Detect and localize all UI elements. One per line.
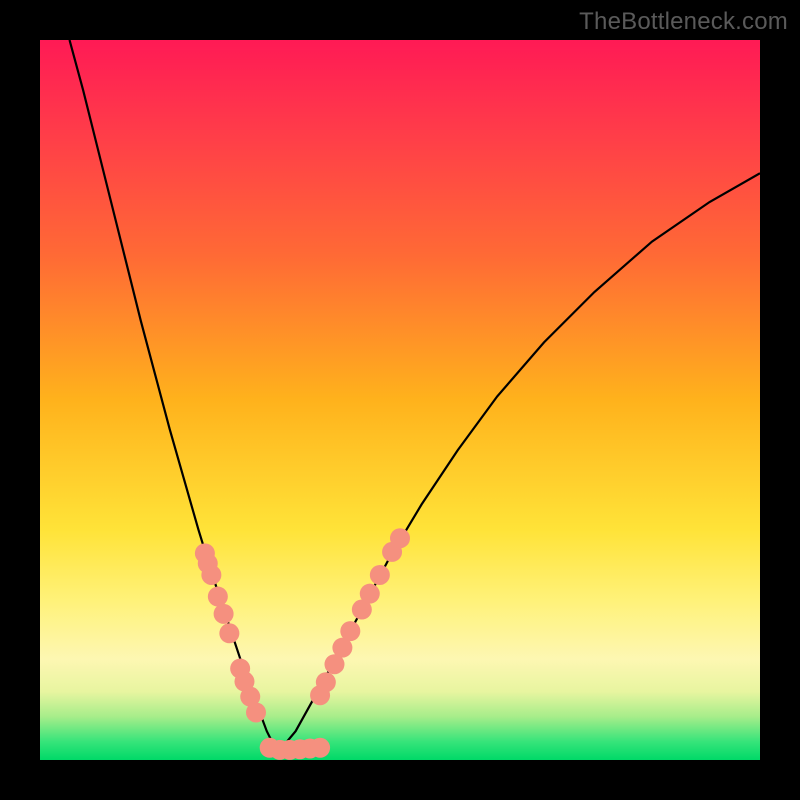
chart-svg: [40, 40, 760, 760]
data-marker: [208, 587, 228, 607]
watermark-text: TheBottleneck.com: [579, 8, 788, 36]
data-marker: [316, 672, 336, 692]
data-marker: [370, 565, 390, 585]
gradient-background: [40, 40, 760, 760]
data-marker: [219, 623, 239, 643]
chart-frame: TheBottleneck.com: [0, 0, 800, 800]
data-marker: [201, 565, 221, 585]
data-marker: [390, 528, 410, 548]
data-marker: [340, 621, 360, 641]
data-marker: [360, 584, 380, 604]
plot-area: [40, 40, 760, 760]
data-marker: [310, 738, 330, 758]
data-marker: [214, 604, 234, 624]
data-marker: [246, 702, 266, 722]
